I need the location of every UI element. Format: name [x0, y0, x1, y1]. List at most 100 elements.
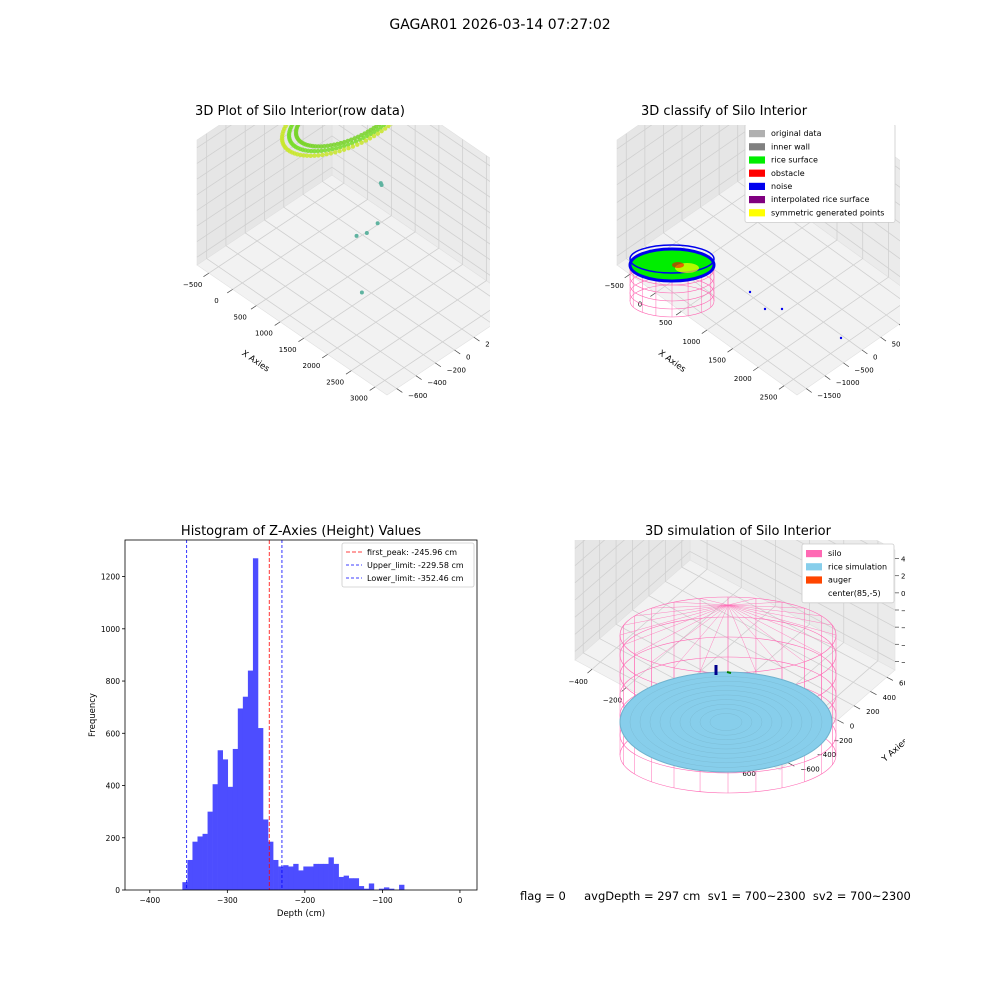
y-tick-label: 1200: [101, 573, 120, 582]
y-tick-mark: [853, 705, 861, 710]
histogram-bar: [293, 863, 299, 890]
data-point: [342, 139, 347, 145]
histogram-bar: [283, 865, 289, 890]
data-point: [381, 125, 386, 128]
grid-line-y: [244, 125, 436, 364]
legend-label: noise: [771, 182, 792, 191]
data-point: [382, 126, 388, 131]
y-tick-label: −500: [854, 366, 873, 374]
rice-mesh-ring: [709, 713, 743, 731]
data-point: [322, 148, 328, 153]
y-tick-label: 600: [899, 680, 905, 688]
legend-label: auger: [828, 576, 852, 585]
histogram-bar: [298, 870, 304, 890]
grid-line-z: [196, 125, 490, 198]
y-tick-label: −200: [447, 366, 466, 374]
x-tick-label: 500: [659, 319, 672, 327]
y-tick-mark: [396, 388, 403, 393]
x-tick-label: −400: [140, 896, 161, 905]
data-point: [301, 153, 306, 158]
y-tick-mark: [454, 349, 461, 355]
grid-line-x: [208, 125, 345, 274]
y-tick-mark: [837, 719, 844, 724]
histogram-bar: [383, 887, 390, 890]
y-tick-label: 600: [106, 729, 121, 738]
silo-roof-line: [651, 604, 729, 609]
legend-label: inner wall: [771, 142, 810, 151]
grid-line-x: [303, 125, 440, 339]
data-point: [341, 147, 347, 152]
rice-mesh-ring: [679, 699, 773, 745]
x-tick-label: 2000: [734, 375, 752, 383]
silo-roof-line: [727, 604, 833, 646]
x-tick-mark: [778, 385, 785, 390]
grid-line-x: [625, 540, 742, 688]
data-point: [337, 148, 342, 154]
legend-swatch: [749, 156, 765, 164]
silo-roof-line: [634, 604, 729, 617]
y-tick-label: 800: [106, 677, 121, 686]
histogram-bar: [389, 888, 395, 890]
x-tick-label: 2500: [326, 378, 344, 386]
x-tick-mark: [250, 305, 257, 310]
x-tick-mark: [298, 337, 305, 343]
data-point: [350, 144, 356, 149]
histogram-bar: [247, 670, 254, 890]
grid-line-y: [718, 125, 900, 325]
x-tick-label: 600: [742, 770, 755, 778]
data-point: [334, 145, 339, 151]
y-tick-label: 200: [485, 341, 490, 349]
x-tick-label: 2000: [303, 362, 321, 370]
data-point: [335, 141, 340, 147]
z-tick-label: −600: [901, 641, 905, 649]
silo-roof-line: [700, 598, 729, 606]
data-point: [298, 152, 303, 158]
rice-mesh-ring: [619, 671, 833, 773]
legend-label: symmetric generated points: [771, 208, 884, 217]
x-tick-mark: [753, 366, 759, 372]
histogram-bar: [303, 866, 309, 890]
grid-line-z: [574, 550, 896, 662]
grid-line-y: [283, 125, 475, 338]
panel2-title: 3D classify of Silo Interior: [640, 104, 808, 119]
x-tick-label: 2500: [760, 394, 778, 402]
x-axis-label: Depth (cm): [277, 909, 325, 919]
silo-roof-line: [651, 604, 729, 663]
legend-box: [801, 543, 895, 604]
y-tick-label: −600: [800, 765, 819, 773]
rice-mesh-ring: [629, 676, 823, 768]
x-tick-label: 0: [458, 896, 463, 905]
y-tick-label: −1000: [836, 379, 860, 387]
histogram-bar: [257, 728, 264, 890]
y-tick-mark: [824, 375, 831, 380]
y-tick-mark: [473, 336, 480, 342]
grid-line-y: [663, 125, 844, 364]
x-tick-mark: [650, 292, 656, 297]
x-tick-mark: [727, 348, 733, 353]
noise-point: [839, 336, 843, 340]
grid-line-x: [279, 125, 416, 323]
histogram-bar: [338, 876, 344, 890]
data-point: [326, 147, 331, 152]
y-tick-label: −400: [817, 751, 836, 759]
grid-line-z: [196, 125, 490, 167]
x-tick-label: 0: [638, 301, 642, 309]
x-tick-mark: [675, 311, 682, 316]
y-tick-mark: [861, 349, 868, 355]
z-tick-label: 0: [901, 590, 905, 598]
data-point: [379, 128, 384, 134]
data-point: [330, 146, 335, 152]
legend-label: silo: [828, 549, 842, 558]
outlier-point: [354, 233, 359, 238]
center-marker: [726, 671, 732, 674]
x-tick-mark: [624, 273, 631, 279]
grid-line-y: [681, 125, 863, 351]
silo-roof-line: [699, 604, 729, 672]
x-tick-mark: [322, 354, 328, 359]
grid-line-z: [196, 125, 490, 183]
z-tick-label: −800: [901, 658, 905, 666]
data-point: [377, 125, 382, 127]
x-tick-mark: [621, 687, 627, 692]
histogram-bar: [182, 882, 188, 890]
rice-simulation-surface: [619, 671, 833, 773]
